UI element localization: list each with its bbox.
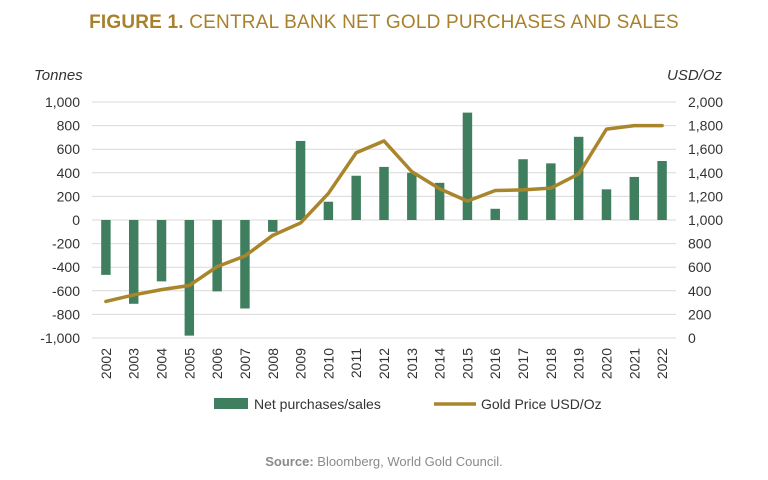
x-axis: 2002 2003 2004 2005 2006 2007 2008 2009 2010 2011…: [98, 348, 670, 379]
right-tick-label: 800: [688, 236, 712, 252]
right-tick-label: 0: [688, 330, 696, 346]
left-tick-label: 1,000: [45, 94, 80, 110]
legend-label-line: Gold Price USD/Oz: [481, 396, 602, 412]
bar: [323, 201, 334, 220]
left-tick-label: -800: [52, 306, 80, 322]
left-tick-label: 600: [57, 141, 81, 157]
bar: [351, 175, 361, 220]
bar: [184, 220, 195, 336]
bar: [546, 163, 556, 220]
bar: [573, 136, 584, 220]
x-tick-label: 2016: [487, 348, 503, 379]
x-tick-label: 2015: [459, 348, 475, 379]
legend-swatch-bars: [214, 398, 248, 409]
x-tick-label: 2007: [237, 348, 253, 379]
chart-svg: -1,000 -800 -600 -400 -200 0 200 400 600 800 1,000…: [34, 67, 723, 412]
right-tick-label: 1,600: [688, 141, 723, 157]
source-note: Source: Bloomberg, World Gold Council.: [0, 454, 768, 469]
chart-title-lead: FIGURE 1.: [89, 12, 184, 33]
bar: [434, 182, 445, 220]
source-text: Bloomberg, World Gold Council.: [313, 454, 503, 469]
x-tick-label: 2008: [265, 348, 281, 379]
bar: [128, 220, 139, 304]
left-tick-label: 400: [57, 165, 81, 181]
left-tick-label: -600: [52, 283, 80, 299]
left-tick-label: -200: [52, 236, 80, 252]
x-tick-label: 2009: [293, 348, 309, 379]
bar: [212, 220, 222, 292]
left-tick-label: 0: [72, 212, 80, 228]
right-tick-label: 1,200: [688, 188, 723, 204]
bar: [156, 220, 167, 282]
x-tick-label: 2004: [154, 348, 170, 379]
x-tick-label: 2021: [626, 348, 642, 379]
bar: [295, 140, 306, 220]
bar: [379, 166, 389, 220]
right-tick-label: 2,000: [688, 94, 723, 110]
right-tick-label: 400: [688, 283, 712, 299]
x-tick-label: 2012: [376, 348, 392, 379]
x-tick-label: 2017: [515, 348, 531, 379]
x-tick-label: 2002: [98, 348, 114, 379]
x-tick-label: 2010: [320, 348, 336, 379]
left-axis: -1,000 -800 -600 -400 -200 0 200 400 600 800 1,000: [40, 94, 80, 346]
legend: Net purchases/sales Gold Price USD/Oz: [214, 396, 602, 412]
bar: [462, 112, 473, 220]
x-tick-label: 2018: [543, 348, 559, 379]
bar-series: [101, 112, 667, 336]
source-label: Source:: [265, 454, 314, 469]
bar: [240, 220, 250, 309]
x-tick-label: 2014: [432, 348, 448, 379]
legend-item-line: Gold Price USD/Oz: [434, 396, 602, 412]
x-tick-label: 2013: [404, 348, 420, 379]
x-tick-label: 2005: [181, 348, 197, 379]
right-tick-label: 600: [688, 259, 712, 275]
left-tick-label: 800: [57, 118, 81, 134]
bar: [629, 176, 640, 220]
right-tick-label: 1,800: [688, 118, 723, 134]
bar: [601, 189, 612, 220]
line-series: [104, 123, 664, 304]
right-axis-label: USD/Oz: [667, 67, 723, 84]
bar: [407, 172, 417, 220]
chart-title-rest: CENTRAL BANK NET GOLD PURCHASES AND SALE…: [183, 12, 679, 33]
left-tick-label: 200: [57, 188, 81, 204]
legend-item-bars: Net purchases/sales: [214, 396, 381, 412]
x-tick-label: 2019: [571, 348, 587, 379]
x-tick-label: 2003: [126, 348, 142, 379]
left-tick-label: -400: [52, 259, 80, 275]
left-axis-label: Tonnes: [34, 67, 83, 84]
x-tick-label: 2006: [209, 348, 225, 379]
left-tick-label: -1,000: [40, 330, 80, 346]
legend-label-bars: Net purchases/sales: [254, 396, 381, 412]
x-tick-label: 2020: [598, 348, 614, 379]
bar: [268, 220, 278, 232]
right-axis: 0 200 400 600 800 1,000 1,200 1,400 1,600 1,800 2,…: [688, 94, 723, 346]
right-tick-label: 1,000: [688, 212, 723, 228]
x-tick-label: 2011: [348, 348, 364, 378]
bar: [101, 220, 111, 275]
right-tick-label: 200: [688, 306, 712, 322]
x-tick-label: 2022: [654, 348, 670, 379]
chart-title: FIGURE 1. CENTRAL BANK NET GOLD PURCHASE…: [0, 12, 768, 34]
right-tick-label: 1,400: [688, 165, 723, 181]
bar: [657, 161, 667, 220]
bar: [490, 208, 500, 220]
